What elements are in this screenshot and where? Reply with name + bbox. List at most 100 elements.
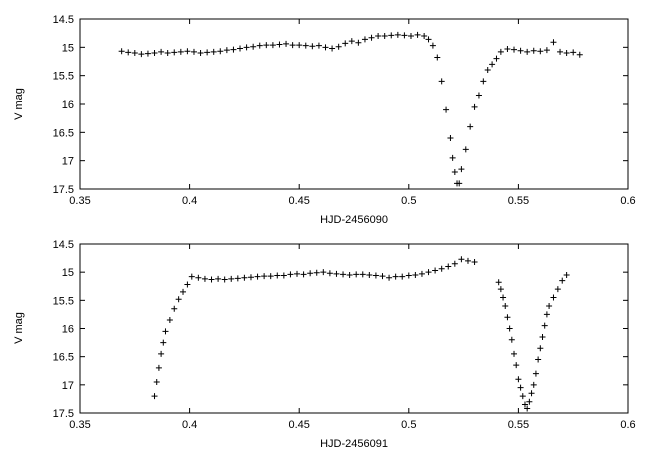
data-point: [221, 276, 228, 283]
data-point: [158, 48, 165, 55]
x-tick-label: 0.45: [288, 419, 309, 431]
data-series: [151, 256, 570, 412]
data-point: [502, 302, 509, 309]
data-point: [302, 42, 309, 49]
x-axis-label: HJD-2456091: [320, 438, 388, 450]
data-point: [313, 269, 320, 276]
data-point: [184, 48, 191, 55]
y-tick-label: 16: [62, 324, 74, 336]
data-point: [511, 350, 518, 357]
data-point: [412, 271, 419, 278]
data-point: [513, 362, 520, 369]
panel-bottom: 0.35 0.4 0.45 0.5 0.55 0.6 14.5 15 15.5 16 16.5 17…: [13, 239, 636, 450]
data-point: [471, 103, 478, 110]
data-point: [309, 43, 316, 50]
data-point: [570, 49, 577, 56]
data-point: [497, 48, 504, 55]
data-point: [524, 48, 531, 55]
data-point: [359, 271, 366, 278]
data-point: [283, 40, 290, 47]
data-point: [294, 270, 301, 277]
data-point: [379, 273, 386, 280]
y-tick-label: 15: [62, 267, 74, 279]
data-point: [217, 48, 224, 55]
x-tick-label: 0.45: [288, 195, 309, 207]
plot-frame: [79, 18, 629, 190]
data-point: [274, 272, 281, 279]
data-point: [405, 272, 412, 279]
data-point: [550, 39, 557, 46]
data-point: [195, 274, 202, 281]
y-tick-label: 16.5: [53, 352, 74, 364]
data-point: [559, 277, 566, 284]
data-point: [557, 48, 564, 55]
data-point: [414, 31, 421, 38]
data-point: [131, 50, 138, 56]
data-point: [230, 46, 237, 53]
x-tick-label: 0.5: [401, 195, 416, 207]
y-tick-label: 15.5: [53, 295, 74, 307]
data-point: [537, 48, 544, 55]
y-axis: 14.5 15 15.5 16 16.5 17 17.5: [53, 239, 628, 420]
data-point: [432, 267, 439, 274]
data-point: [190, 48, 197, 55]
data-point: [456, 180, 463, 187]
data-point: [521, 401, 528, 408]
data-point: [528, 390, 535, 397]
data-point: [263, 42, 270, 49]
data-point: [180, 288, 187, 295]
data-point: [340, 271, 347, 278]
data-point: [506, 325, 513, 332]
data-point: [425, 36, 432, 43]
data-point: [434, 54, 441, 61]
y-axis-label: V mag: [13, 88, 25, 120]
data-point: [425, 269, 432, 276]
y-tick-label: 17: [62, 380, 74, 392]
data-point: [175, 296, 182, 303]
y-tick-label: 14.5: [53, 239, 74, 251]
data-point: [386, 274, 393, 281]
data-point: [250, 43, 257, 50]
y-axis-label: V mag: [13, 312, 25, 344]
data-point: [399, 273, 406, 280]
data-point: [443, 106, 450, 113]
data-point: [166, 317, 173, 324]
data-point: [495, 279, 502, 286]
data-point: [500, 294, 507, 301]
data-point: [241, 274, 248, 281]
data-point: [484, 67, 491, 73]
data-point: [348, 38, 355, 45]
data-point: [256, 42, 263, 49]
data-point: [535, 356, 542, 363]
data-point: [530, 381, 537, 388]
data-point: [368, 34, 375, 41]
data-point: [254, 273, 261, 280]
y-tick-label: 14.5: [53, 14, 74, 26]
data-point: [451, 260, 458, 267]
data-point: [489, 61, 496, 68]
panel-top: 0.35 0.4 0.45 0.5 0.55 0.6 14.5 15 15.5 16 16.5 17…: [13, 14, 636, 226]
data-point: [215, 275, 222, 282]
data-point: [151, 393, 158, 400]
y-tick-label: 17.5: [53, 184, 74, 196]
x-axis-label: HJD-2456090: [320, 214, 388, 226]
data-point: [243, 44, 250, 51]
data-point: [153, 379, 160, 386]
x-tick-label: 0.6: [620, 195, 635, 207]
data-point: [445, 263, 452, 270]
data-point: [504, 46, 511, 53]
data-point: [366, 271, 373, 278]
data-point: [261, 273, 268, 280]
data-point: [388, 32, 395, 39]
y-tick-label: 15: [62, 42, 74, 54]
data-point: [164, 50, 171, 56]
data-point: [381, 33, 388, 39]
x-tick-label: 0.35: [69, 419, 90, 431]
x-tick-label: 0.5: [401, 419, 416, 431]
data-point: [247, 274, 254, 281]
data-point: [392, 273, 399, 280]
data-point: [158, 350, 165, 357]
data-point: [458, 256, 465, 263]
y-tick-label: 15.5: [53, 71, 74, 83]
